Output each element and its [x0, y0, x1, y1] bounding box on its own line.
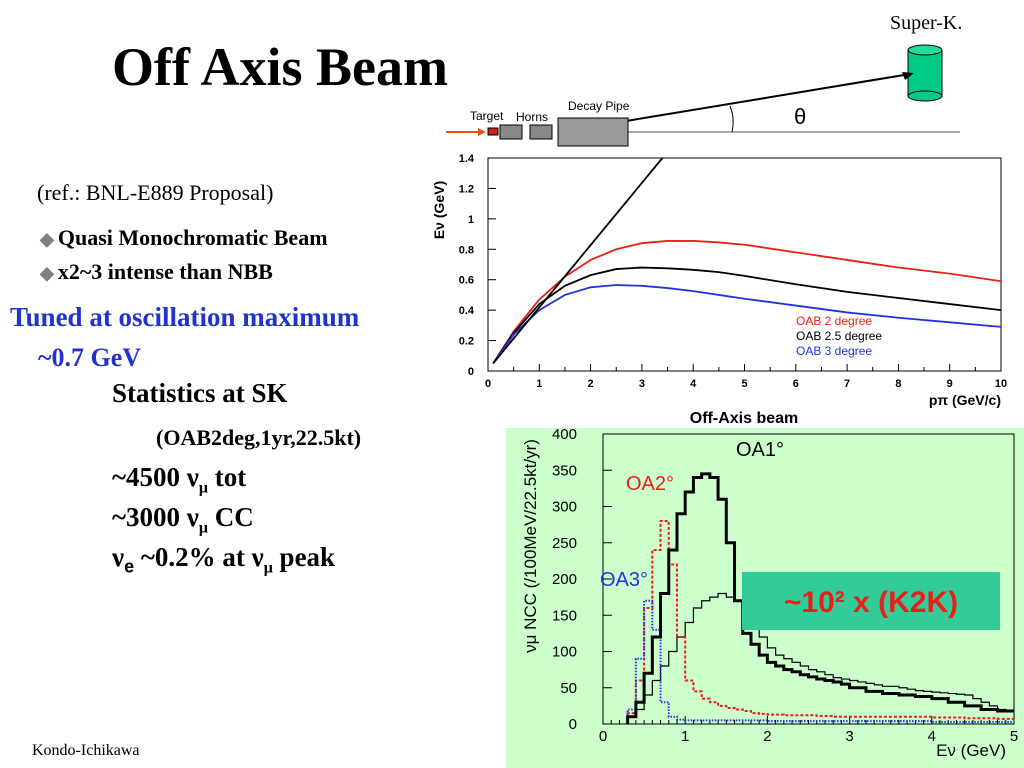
y-tick-label: 0.8	[459, 244, 474, 256]
x-tick-label: 9	[947, 378, 953, 390]
series-line-2	[492, 284, 1002, 364]
bullet-quasi-mono: ◆ Quasi Monochromatic Beam	[40, 225, 328, 251]
y-tick-label: 1	[468, 214, 474, 226]
histogram-series-2	[626, 599, 1014, 724]
stat-cc: ~3000 νμ CC	[112, 502, 254, 537]
horns-label: Horns	[516, 110, 548, 124]
bullet-intensity: ◆ x2~3 intense than NBB	[40, 259, 273, 285]
diamond-bullet-icon: ◆	[40, 229, 54, 249]
super-k-detector-icon	[907, 44, 943, 102]
x-axis-label: pπ (GeV/c)	[929, 392, 1001, 408]
y-tick-label: 200	[552, 571, 577, 588]
y-tick-label: 50	[560, 680, 577, 697]
super-k-label: Super-K.	[890, 12, 963, 34]
k2k-annotation: ~10² x (K2K)	[784, 586, 958, 619]
x-tick-label: 2	[763, 728, 771, 745]
k2k-annotation-box	[742, 572, 1000, 630]
x-tick-label: 3	[639, 378, 645, 390]
y-axis-label: νμ NCC (/100MeV/22.5kt/yr)	[521, 439, 540, 653]
series-line-1	[492, 266, 1002, 364]
x-tick-label: 1	[681, 728, 689, 745]
histogram-series-0	[627, 592, 1014, 724]
tuned-heading: Tuned at oscillation maximum	[10, 302, 360, 332]
histogram-series-1	[626, 520, 1014, 724]
x-tick-label: 4	[928, 728, 936, 745]
off-axis-line	[589, 73, 911, 128]
x-tick-label: 4	[690, 378, 697, 390]
x-tick-label: 0	[485, 378, 491, 390]
series-line-0	[492, 240, 1002, 364]
x-tick-label: 0	[599, 728, 607, 745]
series-label: OA2°	[626, 473, 674, 495]
y-tick-label: 0.4	[459, 305, 475, 317]
y-tick-label: 400	[552, 428, 577, 443]
legend-entry: OAB 2.5 degree	[796, 329, 882, 343]
reference-text: (ref.: BNL-E889 Proposal)	[37, 180, 274, 205]
series-label: OA3°	[600, 569, 648, 591]
bullet-text: Quasi Monochromatic Beam	[57, 225, 328, 250]
target-label: Target	[470, 109, 504, 123]
x-tick-label: 8	[895, 378, 901, 390]
y-tick-label: 1.4	[459, 153, 475, 165]
plot-frame	[487, 157, 1002, 372]
statistics-condition: (OAB2deg,1yr,22.5kt)	[156, 425, 362, 450]
arrow-head-icon	[478, 128, 486, 136]
tuned-energy: ~0.7 GeV	[38, 343, 142, 372]
page-title: Off Axis Beam	[112, 37, 448, 97]
legend-entry: OAB 3 degree	[796, 344, 872, 358]
y-tick-label: 150	[552, 607, 577, 624]
y-tick-label: 300	[552, 499, 577, 516]
x-tick-label: 5	[741, 378, 747, 390]
y-axis-label: Eν (GeV)	[431, 181, 447, 239]
stat-total: ~4500 νμ tot	[112, 462, 247, 497]
x-tick-label: 2	[588, 378, 594, 390]
decay-pipe	[557, 117, 629, 147]
series-line-3	[492, 157, 664, 364]
chart-title: Off-Axis beam	[690, 410, 798, 427]
legend-entry: OAB 2 degree	[796, 314, 872, 328]
x-tick-label: 10	[995, 378, 1007, 390]
histogram-series-3	[626, 472, 1014, 724]
y-tick-label: 100	[552, 644, 577, 661]
off-axis-kinematics-chart: 0 1 2 3 4 5 6 7 8 9 10 0 0.2 0.4 0.6 0.8 1 1.2 1.4 OAB 2 de…	[431, 153, 1007, 427]
x-tick-label: 6	[793, 378, 799, 390]
bullet-text: x2~3 intense than NBB	[57, 259, 273, 284]
x-axis-label: Eν (GeV)	[936, 741, 1006, 760]
x-tick-label: 3	[845, 728, 853, 745]
y-tick-label: 250	[552, 535, 577, 552]
x-tick-label: 1	[536, 378, 542, 390]
theta-label: θ	[794, 104, 806, 129]
y-tick-label: 0	[468, 366, 474, 378]
y-tick-label: 350	[552, 462, 577, 479]
y-tick-label: 0	[569, 716, 577, 733]
statistics-heading: Statistics at SK	[112, 378, 288, 408]
y-tick-label: 0.2	[459, 336, 474, 348]
x-tick-label: 7	[844, 378, 850, 390]
target-block	[487, 127, 499, 136]
stat-ve: νe ~0.2% at νμ peak	[112, 542, 336, 577]
series-label: OA1°	[736, 439, 784, 461]
horn-2	[529, 124, 553, 140]
event-rate-chart: 0 1 2 3 4 5050100150200250300350400OA1°OA2°OA…	[506, 428, 1024, 768]
footer-author: Kondo-Ichikawa	[32, 742, 140, 759]
y-tick-label: 1.2	[459, 183, 474, 195]
horn-1	[499, 124, 523, 140]
diamond-bullet-icon: ◆	[40, 263, 54, 283]
arrow-head-icon	[902, 72, 914, 80]
x-tick-label: 5	[1010, 728, 1018, 745]
decay-pipe-label: Decay Pipe	[568, 99, 630, 113]
beamline-diagram: θ Target Horns Decay Pipe	[446, 44, 960, 147]
y-tick-label: 0.6	[459, 275, 474, 287]
theta-arc	[729, 105, 734, 133]
